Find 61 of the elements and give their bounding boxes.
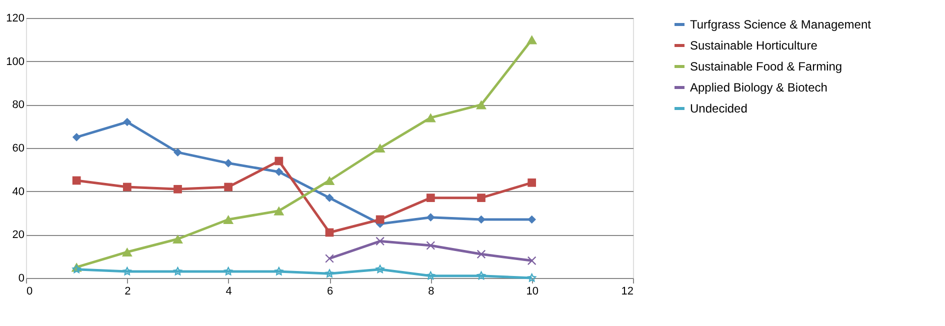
x-tick-label: 10 bbox=[526, 286, 538, 298]
point bbox=[172, 234, 183, 244]
y-tick-label: 120 bbox=[6, 12, 24, 24]
point bbox=[325, 269, 334, 278]
point bbox=[376, 236, 385, 246]
point bbox=[274, 206, 284, 216]
y-tick-label: 0 bbox=[18, 272, 24, 284]
point bbox=[476, 100, 486, 110]
point bbox=[325, 254, 334, 263]
point bbox=[174, 148, 182, 157]
point bbox=[173, 267, 182, 276]
legend-label: Sustainable Horticulture bbox=[690, 38, 818, 52]
point bbox=[426, 271, 435, 280]
point bbox=[224, 267, 233, 276]
point bbox=[476, 271, 486, 280]
y-tick-label: 40 bbox=[12, 186, 24, 198]
point bbox=[223, 214, 234, 224]
point bbox=[72, 176, 81, 185]
point bbox=[376, 264, 384, 274]
point bbox=[477, 215, 486, 224]
point bbox=[274, 267, 284, 276]
point bbox=[122, 267, 132, 276]
x-tick-label: 4 bbox=[226, 286, 232, 298]
point bbox=[325, 194, 334, 202]
point bbox=[224, 182, 233, 192]
point bbox=[325, 228, 334, 237]
point bbox=[476, 250, 486, 259]
point bbox=[528, 178, 536, 187]
y-tick-label: 80 bbox=[12, 99, 24, 112]
legend-label: Turfgrass Science & Management bbox=[690, 18, 872, 32]
point bbox=[122, 118, 132, 126]
point bbox=[527, 256, 536, 266]
point bbox=[426, 213, 435, 222]
point bbox=[526, 35, 538, 44]
y-tick-label: 20 bbox=[12, 229, 24, 242]
point bbox=[426, 194, 435, 202]
point bbox=[122, 247, 132, 257]
point bbox=[477, 194, 486, 202]
point bbox=[426, 241, 436, 250]
x-tick-label: 6 bbox=[326, 286, 334, 298]
point bbox=[374, 143, 386, 153]
x-tick-label: 2 bbox=[124, 286, 131, 298]
x-tick-label: 12 bbox=[621, 286, 634, 298]
point bbox=[425, 113, 436, 122]
point bbox=[324, 176, 335, 186]
point bbox=[528, 274, 536, 282]
point bbox=[376, 215, 384, 224]
y-tick-label: 100 bbox=[6, 56, 24, 68]
x-tick-label: 8 bbox=[428, 286, 434, 298]
point bbox=[528, 215, 536, 224]
legend-label: Applied Biology & Biotech bbox=[690, 80, 828, 94]
legend-label: Sustainable Food & Farming bbox=[690, 60, 842, 74]
legend-label: Undecided bbox=[690, 102, 748, 116]
x-tick-label: 0 bbox=[26, 286, 33, 298]
point bbox=[122, 182, 132, 192]
point bbox=[72, 132, 81, 142]
y-tick-label: 60 bbox=[12, 142, 24, 154]
point bbox=[274, 156, 284, 166]
point bbox=[224, 158, 233, 168]
point bbox=[274, 168, 284, 176]
point bbox=[174, 184, 182, 194]
